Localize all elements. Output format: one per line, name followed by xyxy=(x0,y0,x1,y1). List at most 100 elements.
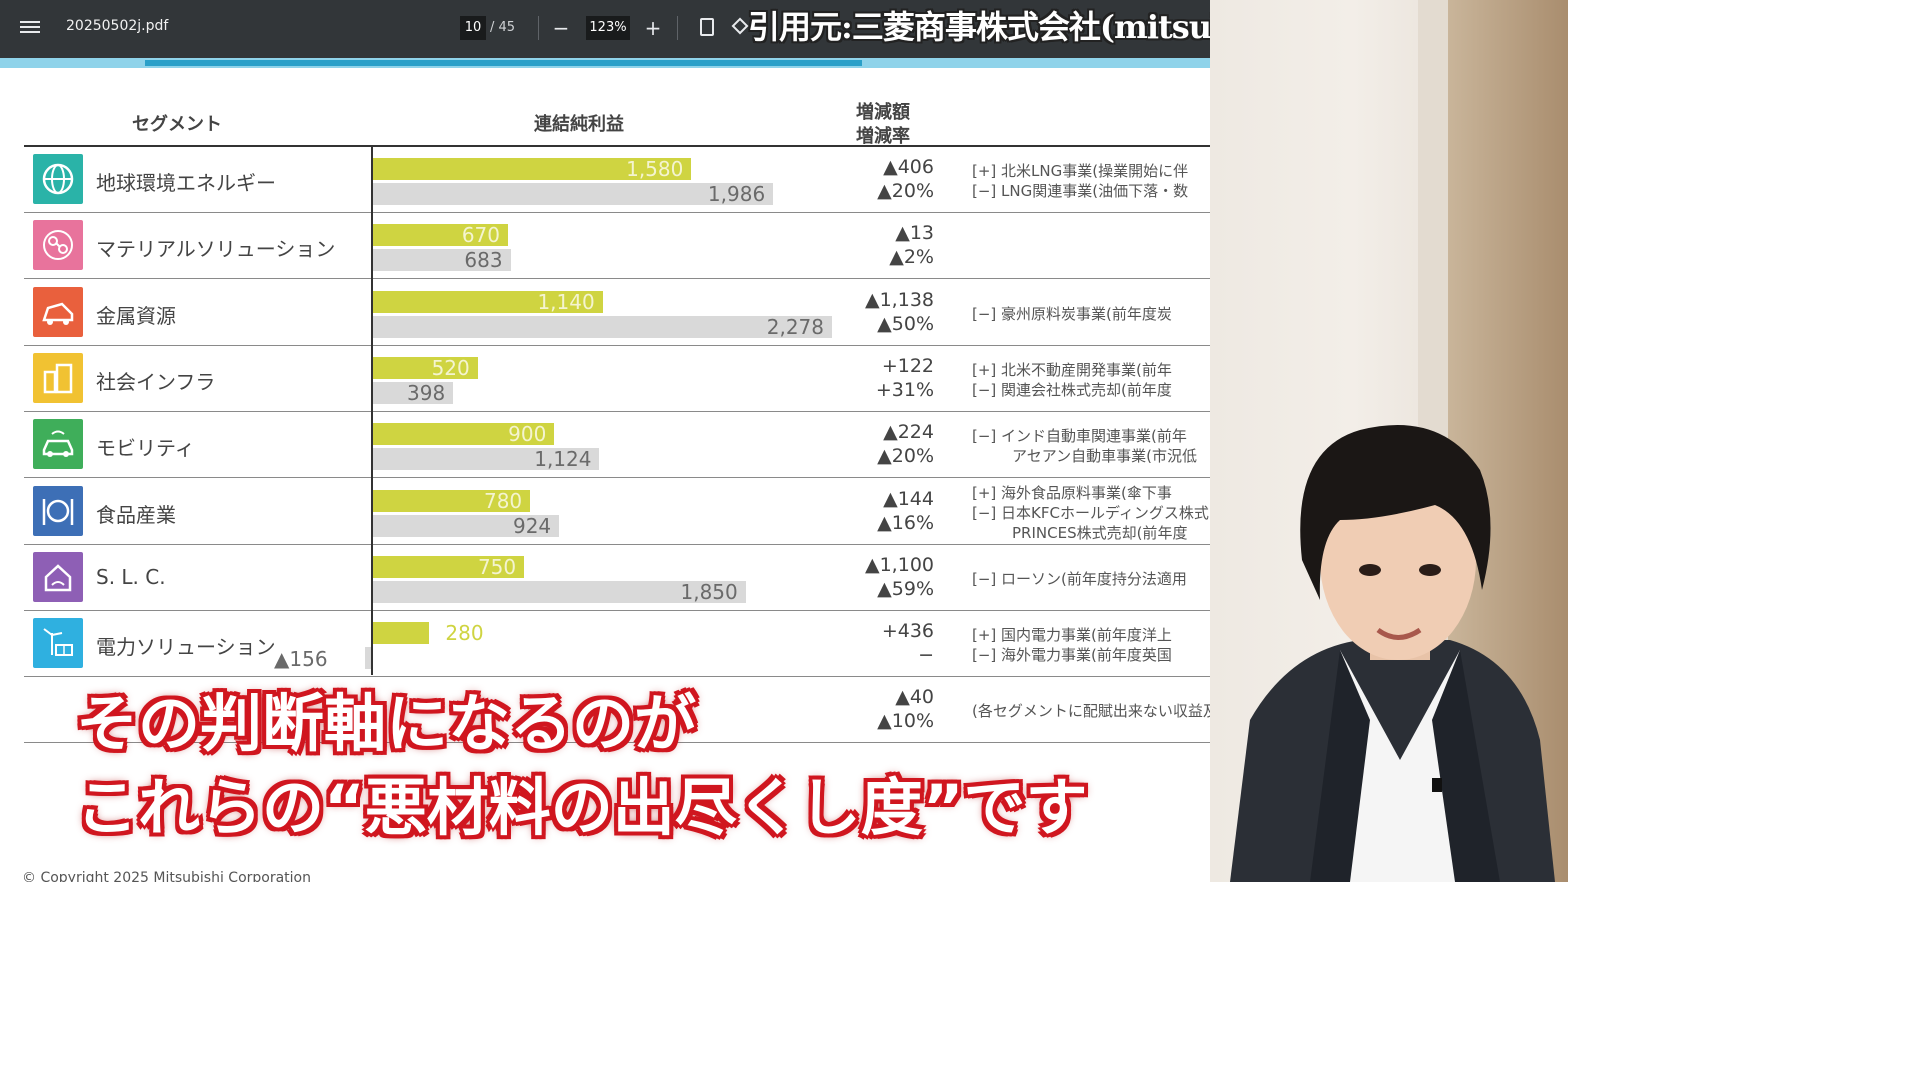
change-amount: ▲224 xyxy=(883,421,934,444)
header-change-rate: 増減率 xyxy=(856,126,910,147)
change-note: [+] 国内電力事業(前年度洋上 xyxy=(972,626,1172,645)
change-amount: +122 xyxy=(881,354,934,377)
wind-solar-icon xyxy=(33,618,83,669)
table-row: 社会インフラ 520 398 +122 +31% [+] 北米不動産開発事業(前年 [−] … xyxy=(24,346,1210,412)
bar-current-fy: 750 xyxy=(373,555,525,578)
change-note: [−] ローソン(前年度持分法適用 xyxy=(972,569,1187,588)
change-note: [−] LNG関連事業(油価下落・数 xyxy=(972,182,1189,200)
bar-current-fy: 1,580 xyxy=(373,158,692,180)
row-divider xyxy=(24,410,1210,412)
file-name: 20250502j.pdf xyxy=(66,18,169,34)
page-number-input[interactable]: 10 xyxy=(460,16,486,40)
presenter-figure xyxy=(1230,425,1555,882)
row-divider xyxy=(24,278,1210,280)
bar-current-fy: 1,140 xyxy=(373,290,603,313)
toolbar-divider xyxy=(538,16,539,40)
change-note: (各セグメントに配賦出来ない収益及 xyxy=(972,702,1210,721)
pdf-toolbar: 20250502j.pdf 10 / 45 − 123% + xyxy=(0,0,1210,58)
change-amount: ▲40 xyxy=(895,686,934,709)
table-row: 地球環境エネルギー 1,580 1,986 ▲406 ▲20% [+] 北米LNG事業(操… xyxy=(24,147,1210,213)
toolbar-divider xyxy=(677,16,678,40)
segment-name: マテリアルソリューション xyxy=(96,237,336,262)
bar-previous-fy: 683 xyxy=(373,249,511,272)
bar-current-fy: 670 xyxy=(373,224,508,247)
page-total: / 45 xyxy=(490,20,516,35)
change-note: [+] 北米不動産開発事業(前年 xyxy=(972,360,1172,379)
subtitle-line-1: その判断軸になるのが xyxy=(76,687,697,760)
change-note: [−] 関連会社株式売却(前年度 xyxy=(972,380,1172,399)
video-subtitle: その判断軸になるのが これらの“悪材料の出尽くし度”です xyxy=(76,682,1088,850)
menu-icon[interactable] xyxy=(20,18,40,38)
change-rate: +31% xyxy=(875,378,934,401)
slide-progress-fill xyxy=(145,60,862,66)
mining-truck-icon xyxy=(33,286,83,337)
row-divider xyxy=(24,676,1210,678)
subtitle-line-2: これらの“悪材料の出尽くし度”です xyxy=(76,771,1088,844)
segment-name: 地球環境エネルギー xyxy=(96,171,276,195)
bar-previous-fy: 1,124 xyxy=(373,448,600,471)
table-row: モビリティ 900 1,124 ▲224 ▲20% [−] インド自動車関連事業(前年 アセ… xyxy=(24,412,1210,479)
segment-name: 金属資源 xyxy=(96,303,176,328)
change-note: [+] 海外食品原料事業(傘下事 xyxy=(972,483,1172,502)
change-amount: +436 xyxy=(881,620,934,643)
change-amount: ▲1,138 xyxy=(864,288,934,311)
row-divider xyxy=(24,543,1210,545)
table-row: 食品産業 780 924 ▲144 ▲16% [+] 海外食品原料事業(傘下事 [−] 日本… xyxy=(24,479,1210,545)
change-note: [−] 海外電力事業(前年度英国 xyxy=(972,646,1172,665)
segment-name: 社会インフラ xyxy=(96,369,216,394)
presenter-video xyxy=(1210,0,1568,882)
change-amount: ▲1,100 xyxy=(864,553,934,576)
bar-previous-fy: 1,850 xyxy=(373,580,746,603)
change-note: [−] 日本KFCホールディングス株式 xyxy=(972,503,1209,522)
bar-previous-fy-label: ▲156 xyxy=(274,647,328,672)
row-divider xyxy=(24,477,1210,479)
header-change-amount: 増減額 xyxy=(856,102,910,123)
table-row: 電力ソリューション 280 ▲156 +436− [+] 国内電力事業(前年度洋上 [−]… xyxy=(24,611,1210,678)
row-divider xyxy=(24,609,1210,611)
bar-previous-fy: 1,986 xyxy=(373,183,774,205)
segment-name: モビリティ xyxy=(96,436,195,461)
header-segment: セグメント xyxy=(132,114,222,135)
zoom-level-input[interactable]: 123% xyxy=(586,16,630,40)
table-row: S. L. C. 750 1,850 ▲1,100 ▲59% [−] ローソン(前年度持分… xyxy=(24,545,1210,611)
column-divider xyxy=(371,145,373,675)
change-rate: ▲20% xyxy=(877,180,934,202)
table-row: マテリアルソリューション 670 683 ▲13 ▲2% xyxy=(24,213,1210,280)
table-row: 金属資源 1,140 2,278 ▲1,138 ▲50% [−] 豪州原料炭事業(前年度炭 xyxy=(24,280,1210,346)
change-amount: ▲406 xyxy=(883,156,934,178)
bar-previous-fy: 398 xyxy=(373,381,454,404)
slide-progress-bar xyxy=(0,58,1210,68)
zoom-in-button[interactable]: + xyxy=(644,16,662,40)
zoom-out-button[interactable]: − xyxy=(552,16,570,40)
segment-name: 電力ソリューション xyxy=(96,635,276,660)
change-note: [−] インド自動車関連事業(前年 xyxy=(972,427,1187,446)
change-amount: ▲144 xyxy=(883,487,934,510)
globe-icon xyxy=(33,154,83,204)
change-rate: ▲2% xyxy=(889,246,934,269)
table-row: ▲40 ▲10% (各セグメントに配賦出来ない収益及 xyxy=(24,677,1210,744)
pdf-page: セグメント 連結純利益 増減額 増減率 地球環境エネルギー 1,580 1,986 ▲… xyxy=(0,58,1210,882)
car-icon xyxy=(33,419,83,470)
change-rate: ▲59% xyxy=(877,577,934,600)
bar-current-fy: 900 xyxy=(373,423,555,446)
molecule-icon xyxy=(33,220,83,271)
bar-current-fy xyxy=(373,622,430,645)
buildings-icon xyxy=(33,352,83,403)
segment-name: 食品産業 xyxy=(96,502,176,527)
segment-name: S. L. C. xyxy=(96,564,166,589)
header-net-profit: 連結純利益 xyxy=(534,114,624,135)
bar-previous-fy: 2,278 xyxy=(373,315,833,338)
bar-previous-fy xyxy=(364,647,371,670)
cutlery-icon xyxy=(33,485,83,536)
header-rule xyxy=(24,145,1210,147)
bar-current-fy: 520 xyxy=(373,356,478,379)
change-rate: ▲20% xyxy=(877,445,934,468)
change-rate: ▲50% xyxy=(877,312,934,335)
bar-previous-fy: 924 xyxy=(373,514,560,537)
row-divider xyxy=(24,212,1210,213)
home-hand-icon xyxy=(33,551,83,602)
rotate-icon[interactable] xyxy=(731,17,749,35)
change-note: [+] 北米LNG事業(操業開始に伴 xyxy=(972,162,1189,180)
change-amount: ▲13 xyxy=(895,222,934,245)
fit-page-icon[interactable] xyxy=(700,18,714,36)
